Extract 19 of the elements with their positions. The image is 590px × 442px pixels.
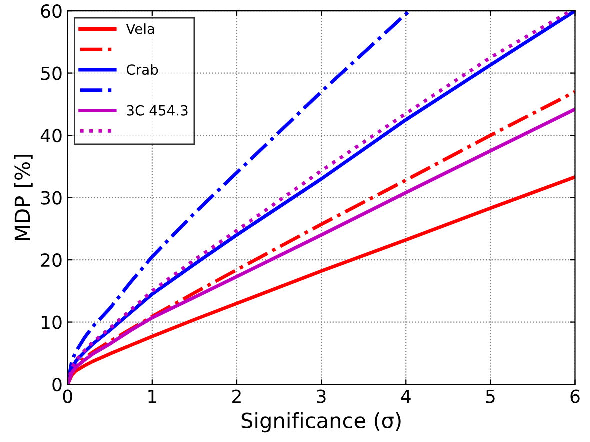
x-tick-label: 0 [63,390,72,404]
y-tick-label: 20 [41,254,62,268]
y-tick-label: 30 [41,191,62,205]
x-axis-title: Significance (σ) [242,412,401,433]
x-tick-label: 4 [401,390,411,404]
y-tick-label: 10 [42,316,62,330]
y-tick-label: 50 [41,66,62,80]
x-tick-label: 6 [570,390,580,404]
y-axis-title: MDP [%] [14,154,33,240]
x-tick-label: 1 [148,390,156,404]
legend-label: 3C 454.3 [127,105,188,116]
x-tick-label: 5 [486,390,495,404]
legend-label: Vela [126,24,154,34]
y-tick-label: 40 [40,129,62,143]
x-tick-label: 3 [317,390,326,404]
y-tick-label: 60 [41,4,62,18]
x-tick-label: 2 [232,390,241,404]
y-tick-label: 0 [52,378,62,392]
legend-label: Crab [126,64,158,76]
